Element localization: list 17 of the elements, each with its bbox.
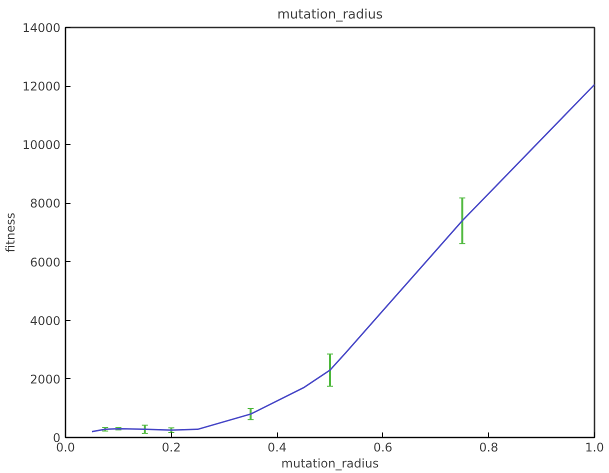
x-axis-title: mutation_radius (281, 456, 379, 470)
y-tick-label: 10000 (22, 138, 61, 152)
x-tick-label: 0.2 (162, 440, 181, 454)
x-tick-label: 0.8 (479, 440, 498, 454)
y-tick-label: 14000 (22, 21, 61, 35)
y-tick-label: 2000 (30, 372, 61, 386)
y-tick-label: 12000 (22, 80, 61, 94)
y-tick-label: 4000 (30, 314, 61, 328)
y-tick-label: 8000 (30, 196, 61, 211)
x-tick-label: 0.0 (56, 440, 76, 454)
chart-title: mutation_radius (277, 8, 384, 22)
y-tick-label: 6000 (30, 255, 61, 270)
x-tick-label: 1.0 (584, 440, 604, 454)
line-series (91, 84, 594, 432)
y-axis-title: fitness (3, 212, 18, 252)
x-tick-label: 0.6 (373, 440, 392, 454)
x-tick-label: 0.4 (268, 440, 287, 454)
